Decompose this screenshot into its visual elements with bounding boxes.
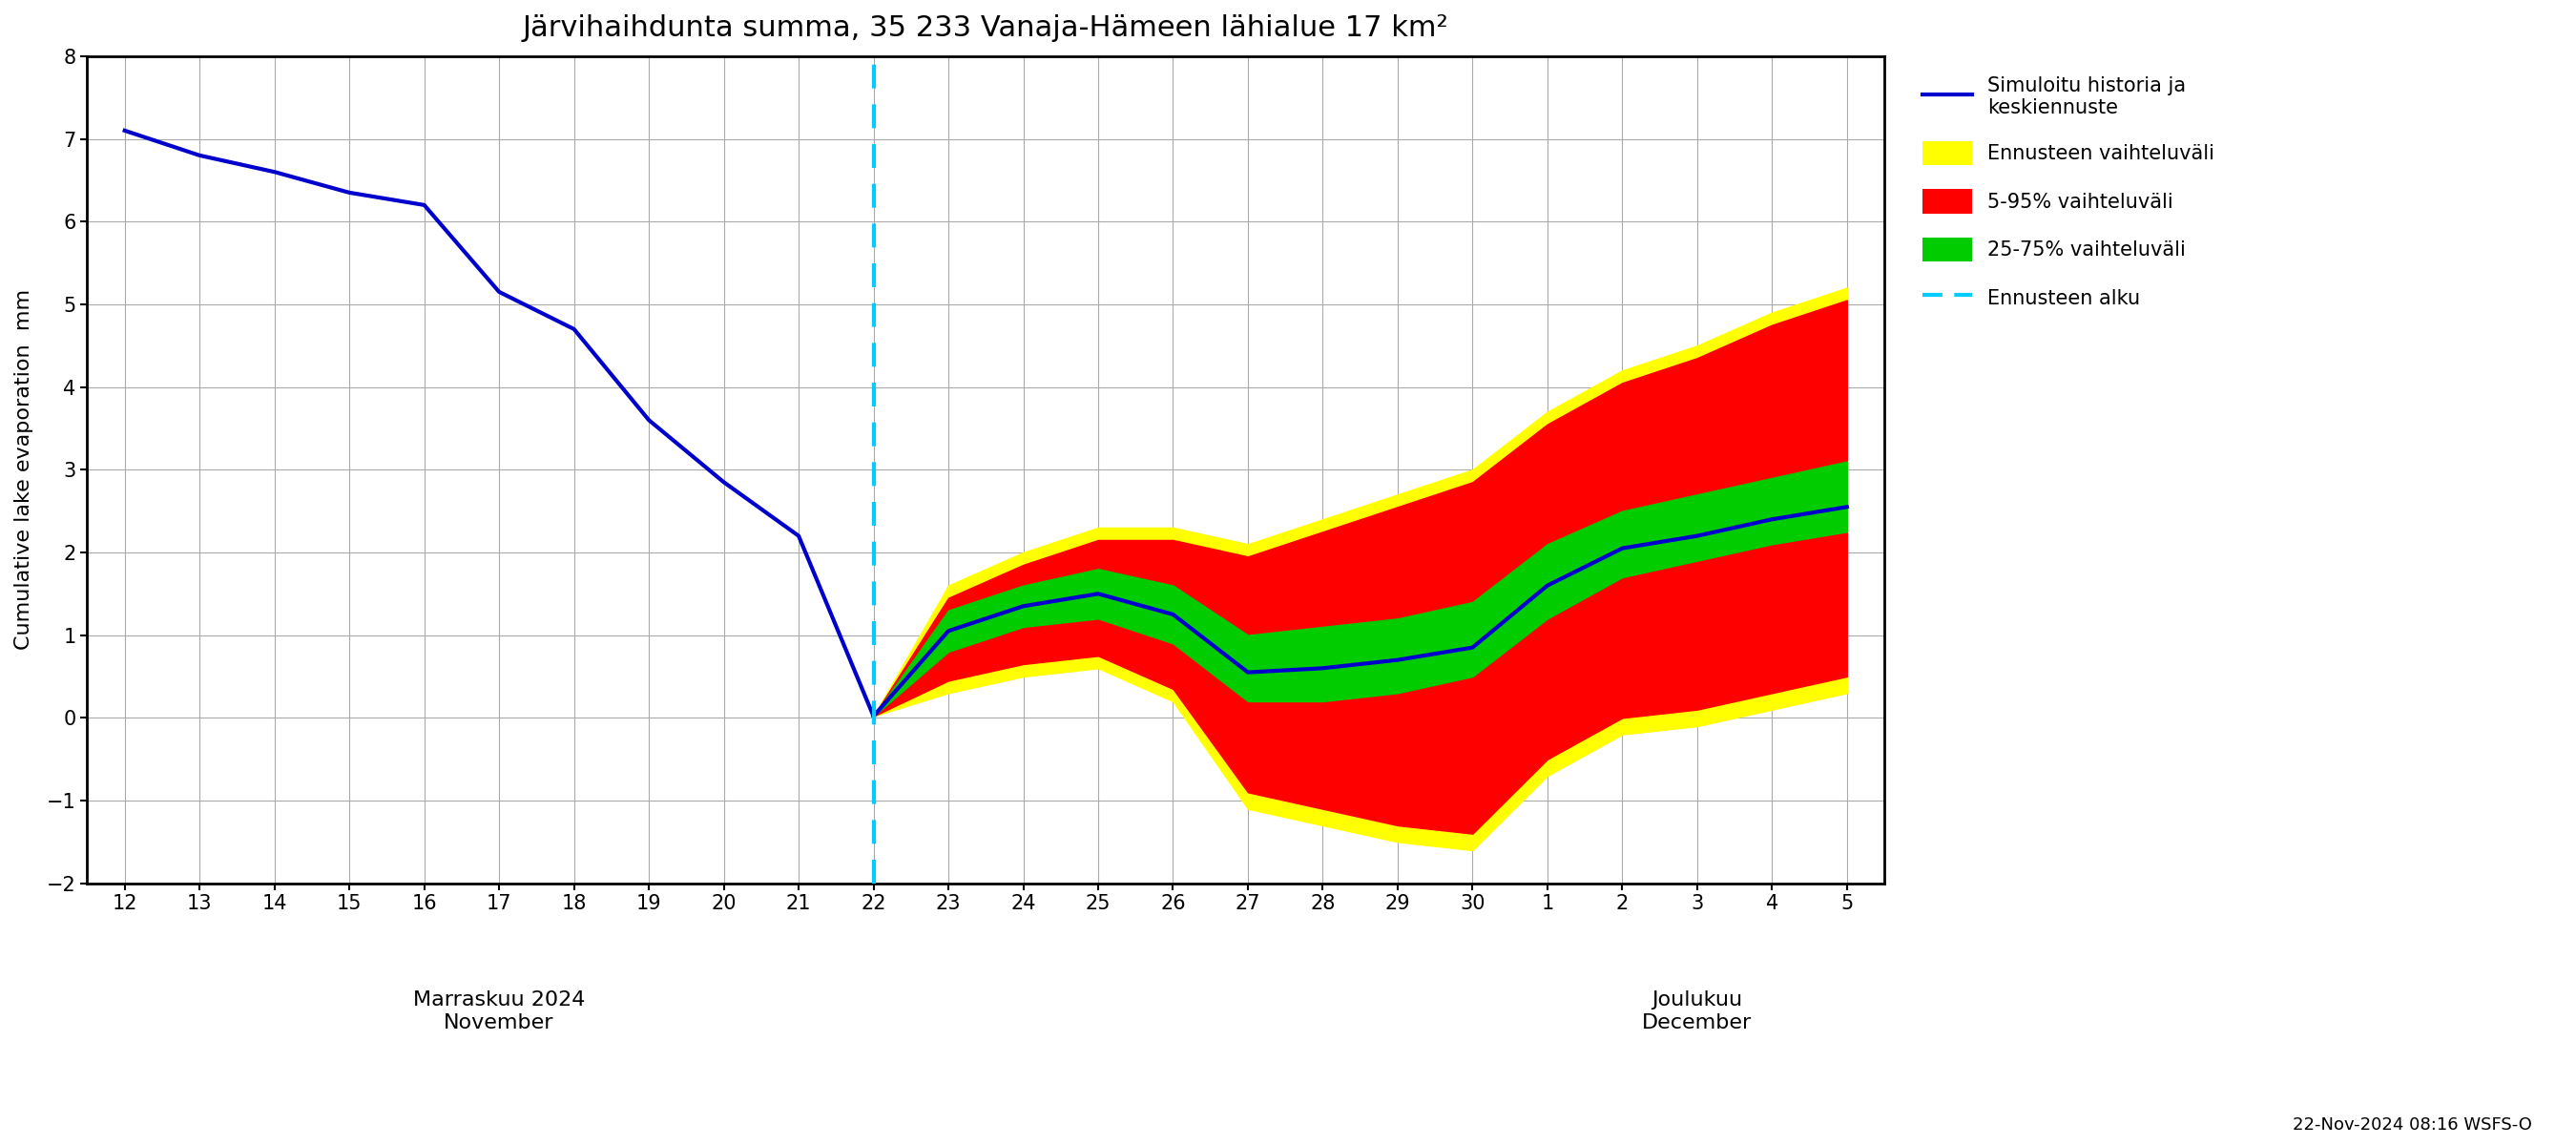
Y-axis label: Cumulative lake evaporation  mm: Cumulative lake evaporation mm	[15, 290, 33, 650]
Title: Järvihaihdunta summa, 35 233 Vanaja-Hämeen lähialue 17 km²: Järvihaihdunta summa, 35 233 Vanaja-Häme…	[523, 14, 1448, 42]
Legend: Simuloitu historia ja
keskiennuste, Ennusteen vaihteluväli, 5-95% vaihteluväli, : Simuloitu historia ja keskiennuste, Ennu…	[1911, 66, 2226, 319]
Text: Joulukuu
December: Joulukuu December	[1641, 990, 1752, 1032]
Text: 22-Nov-2024 08:16 WSFS-O: 22-Nov-2024 08:16 WSFS-O	[2293, 1116, 2532, 1134]
Text: Marraskuu 2024
November: Marraskuu 2024 November	[412, 990, 585, 1032]
